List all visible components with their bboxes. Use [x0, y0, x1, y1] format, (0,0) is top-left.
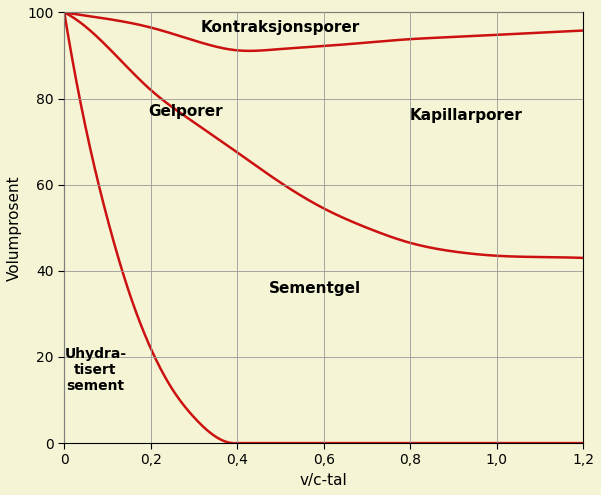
Text: Gelporer: Gelporer: [148, 104, 222, 119]
X-axis label: v/c-tal: v/c-tal: [300, 473, 347, 488]
Text: Sementgel: Sementgel: [269, 281, 361, 296]
Y-axis label: Volumprosent: Volumprosent: [7, 175, 22, 281]
Text: Uhydra-
tisert
sement: Uhydra- tisert sement: [64, 346, 126, 393]
Text: Kapillarporer: Kapillarporer: [410, 108, 523, 123]
Text: Kontraksjonsporer: Kontraksjonsporer: [201, 20, 360, 35]
